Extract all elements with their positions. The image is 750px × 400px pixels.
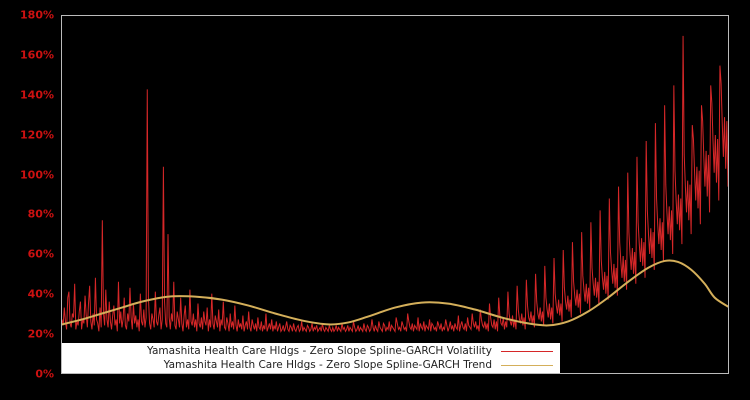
y-axis-tick-label: 80% [27, 207, 54, 221]
series-line-volatility [62, 35, 728, 333]
y-axis-tick-label: 0% [35, 367, 54, 381]
y-axis-tick-label: 140% [20, 88, 54, 102]
legend-entry-trend: Yamashita Health Care Hldgs - Zero Slope… [63, 358, 559, 372]
y-axis-tick-label: 60% [27, 247, 54, 261]
y-axis: 0% 20% 40% 60% 80% 100% 120% 140% 160% 180% [0, 0, 58, 400]
y-axis-tick-label: 160% [20, 48, 54, 62]
y-axis-tick-label: 100% [20, 168, 54, 182]
legend-entry-volatility: Yamashita Health Care Hldgs - Zero Slope… [63, 344, 559, 358]
series-line-trend [62, 259, 728, 327]
legend: Yamashita Health Care Hldgs - Zero Slope… [62, 343, 560, 373]
y-axis-tick-label: 180% [20, 8, 54, 22]
y-axis-tick-label: 40% [27, 287, 54, 301]
plot-area [61, 15, 729, 374]
y-axis-tick-label: 120% [20, 128, 54, 142]
legend-label-volatility: Yamashita Health Care Hldgs - Zero Slope… [147, 345, 492, 357]
legend-swatch-trend-icon [501, 364, 553, 366]
legend-label-trend: Yamashita Health Care Hldgs - Zero Slope… [163, 359, 492, 371]
legend-swatch-volatility-icon [501, 350, 553, 352]
y-axis-tick-label: 20% [27, 327, 54, 341]
plot-svg [62, 35, 728, 333]
